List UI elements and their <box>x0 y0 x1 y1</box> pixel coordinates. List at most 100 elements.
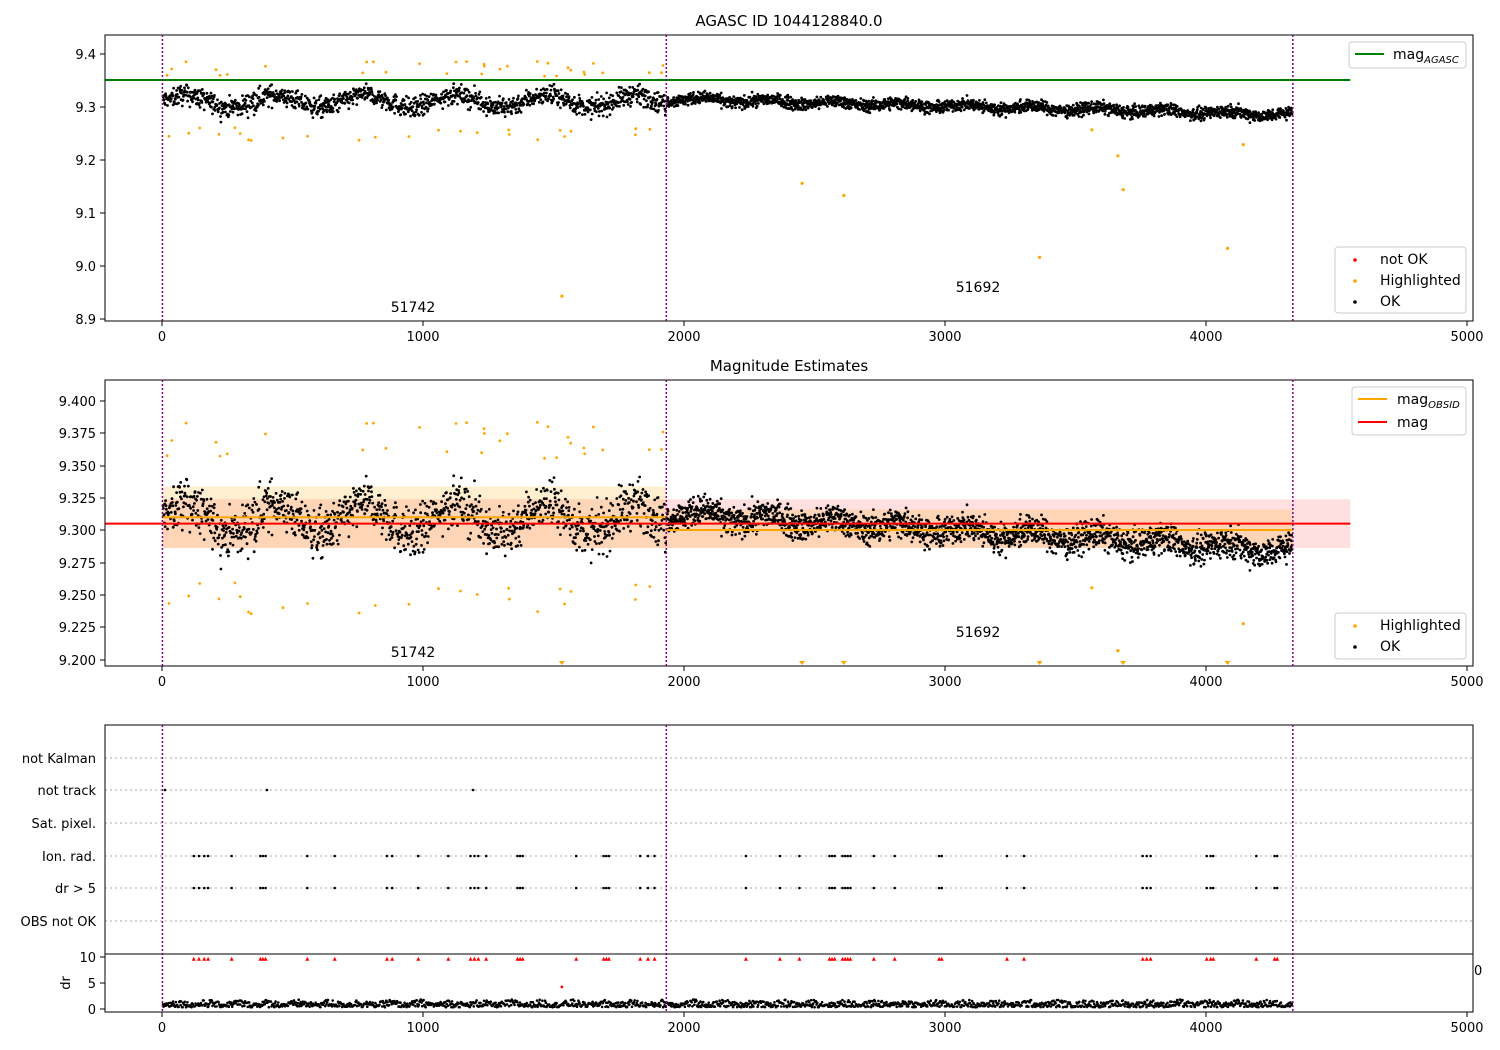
ok-point <box>413 550 417 554</box>
ok-point <box>595 542 598 545</box>
ok-point <box>228 93 232 97</box>
ok-point <box>1217 107 1220 111</box>
ok-point <box>1143 104 1147 108</box>
ok-point <box>185 478 189 482</box>
ok-point <box>646 525 650 529</box>
ok-point <box>672 508 676 511</box>
ok-point <box>338 92 342 96</box>
ok-point <box>378 508 381 511</box>
ok-point <box>417 530 420 533</box>
ok-point <box>507 98 511 101</box>
ok-point <box>460 513 464 517</box>
highlighted-point <box>569 441 573 445</box>
highlighted-point <box>365 60 368 64</box>
ok-point <box>481 530 485 533</box>
ok-point <box>720 107 723 110</box>
ok-point <box>528 526 532 530</box>
highlighted-point <box>445 72 449 75</box>
ok-point <box>657 528 661 532</box>
ok-point <box>417 551 421 554</box>
ok-point <box>705 99 708 103</box>
highlighted-point <box>218 454 222 458</box>
ok-point <box>477 92 481 96</box>
highlighted-point <box>373 604 377 607</box>
highlighted-point <box>165 454 169 458</box>
ok-point <box>407 509 410 512</box>
ok-point <box>426 107 430 111</box>
ok-point <box>172 519 176 523</box>
ok-point <box>581 113 584 116</box>
ok-point <box>404 548 407 551</box>
ok-point <box>700 499 703 503</box>
ok-point <box>1189 119 1192 122</box>
ok-point <box>384 503 387 507</box>
ok-point <box>215 103 219 107</box>
highlighted-point <box>407 602 411 606</box>
ok-point <box>1266 118 1269 122</box>
ok-point <box>648 95 652 99</box>
ok-point <box>261 498 265 501</box>
ok-point <box>1160 114 1163 117</box>
y-tick-label: 9.2 <box>75 154 96 169</box>
ok-point <box>826 105 829 108</box>
ok-point <box>285 105 289 109</box>
ok-point <box>628 97 632 101</box>
ok-point <box>414 110 418 114</box>
ok-point <box>652 107 656 111</box>
ok-point <box>291 512 295 516</box>
ok-point <box>394 501 397 505</box>
ok-point <box>620 484 623 488</box>
ok-point <box>185 83 189 87</box>
ok-point <box>227 554 230 558</box>
ok-point <box>517 107 521 111</box>
ok-point <box>906 99 909 103</box>
ok-point <box>469 531 473 535</box>
ok-point <box>306 536 310 540</box>
ok-point <box>213 531 217 535</box>
ok-point <box>664 541 668 545</box>
ok-point <box>509 110 513 113</box>
ok-point <box>559 489 563 493</box>
ok-point <box>1134 105 1138 108</box>
ok-point <box>602 97 605 101</box>
ok-point <box>691 501 695 504</box>
y-tick-label: 9.0 <box>75 260 96 275</box>
ok-point <box>200 101 204 104</box>
ok-point <box>296 89 300 92</box>
ok-point <box>239 107 243 111</box>
ok-point <box>240 531 244 535</box>
ok-point <box>500 103 503 107</box>
ok-point <box>596 534 600 538</box>
highlighted-point <box>384 446 388 450</box>
ok-point <box>426 535 430 538</box>
ok-point <box>266 87 270 91</box>
ok-point <box>1229 105 1233 109</box>
ok-point <box>379 513 383 516</box>
ok-point <box>1122 106 1125 109</box>
ok-point <box>638 475 641 479</box>
ok-point <box>1004 116 1008 119</box>
highlighted-point <box>634 127 638 131</box>
highlighted-point <box>569 590 573 593</box>
ok-point <box>528 103 532 107</box>
ok-point <box>406 110 410 114</box>
ok-point <box>607 96 611 100</box>
highlighted-point <box>592 62 595 65</box>
ok-point <box>313 104 317 108</box>
ok-point <box>556 103 560 107</box>
ok-point <box>654 525 658 529</box>
ok-point <box>556 491 560 495</box>
ok-point <box>641 501 645 505</box>
ok-point <box>1285 118 1288 122</box>
ok-point <box>686 103 690 107</box>
ok-point <box>373 505 376 509</box>
ok-point <box>1107 114 1110 118</box>
ok-point <box>612 99 616 102</box>
ok-point <box>168 504 172 508</box>
ok-point <box>393 111 396 115</box>
ok-point <box>581 101 585 105</box>
ok-point <box>786 93 790 97</box>
ok-point <box>238 526 241 529</box>
ok-point <box>653 498 657 502</box>
ok-point <box>177 101 180 105</box>
